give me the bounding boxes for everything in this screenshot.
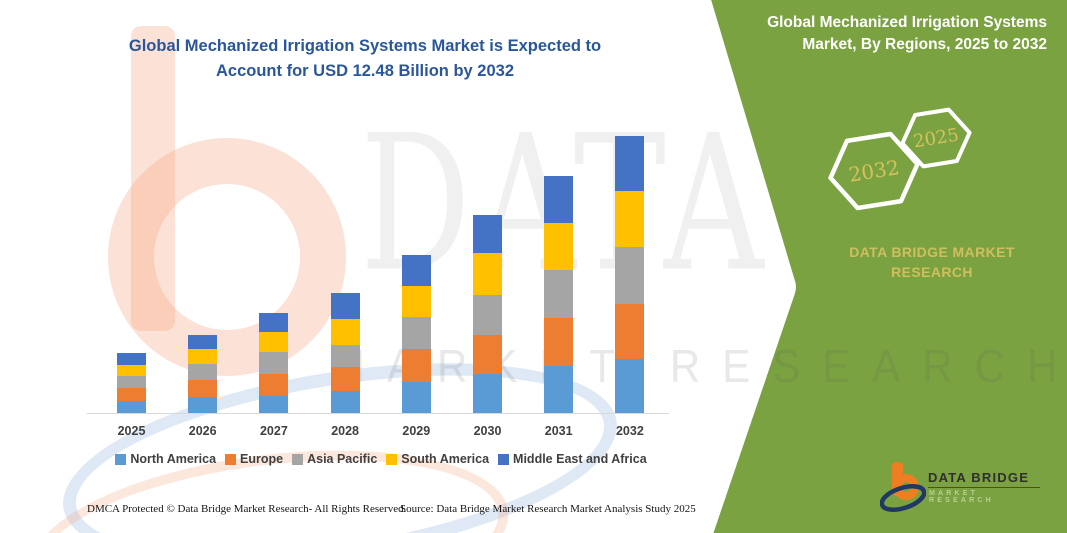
logo-wordmark: DATA BRIDGE	[928, 470, 1040, 488]
bar-segment-2028-south-america	[330, 318, 360, 345]
bar-segment-2031-north-america	[544, 366, 574, 413]
bar-segment-2027-asia-pacific	[259, 352, 289, 374]
data-bridge-logo: DATA BRIDGE MARKET RESEARCH	[880, 458, 1040, 518]
bar-segment-2025-europe	[117, 387, 146, 402]
hexagon-2032-label: 2032	[847, 155, 901, 187]
bar-segment-2032-south-america	[615, 191, 645, 248]
bar-segment-2026-middle-east-and-africa	[188, 334, 218, 349]
bar-segment-2031-middle-east-and-africa	[544, 175, 574, 223]
x-tick-2032: 2032	[615, 424, 644, 438]
legend-label: Middle East and Africa	[513, 452, 647, 466]
bar-segment-2030-north-america	[473, 373, 502, 413]
legend-label: South America	[401, 452, 490, 466]
legend-swatch-icon	[115, 453, 127, 465]
legend-item-europe: Europe	[225, 452, 283, 466]
bar-segment-2025-asia-pacific	[117, 376, 146, 388]
x-tick-2027: 2027	[259, 424, 288, 438]
legend-swatch-icon	[292, 453, 304, 465]
logo-b-icon	[880, 462, 926, 512]
legend-label: Asia Pacific	[307, 452, 378, 466]
chart-title-line1: Global Mechanized Irrigation Systems Mar…	[128, 37, 602, 55]
bar-segment-2029-middle-east-and-africa	[401, 255, 431, 287]
source-note: Source: Data Bridge Market Research Mark…	[400, 503, 696, 515]
stacked-bar-chart: 2025 2026 2027 2028 2029 2030 2031 2032 North A…	[85, 118, 675, 466]
hexagon-2032: 2032	[828, 131, 920, 211]
bar-segment-2025-south-america	[117, 365, 146, 377]
hexagon-2025: 2025	[900, 107, 972, 169]
bar-segment-2031-asia-pacific	[544, 270, 574, 319]
bar-segment-2032-north-america	[615, 358, 645, 413]
bar-segment-2029-north-america	[401, 382, 431, 413]
bar-segment-2027-europe	[259, 373, 289, 396]
dmca-notice: DMCA Protected © Data Bridge Market Rese…	[87, 503, 407, 515]
bar-segment-2030-europe	[473, 335, 502, 374]
year-hexagons: 2025 2032	[828, 107, 972, 211]
bar-segment-2027-south-america	[259, 332, 289, 353]
legend-swatch-icon	[498, 453, 510, 465]
legend-label: North America	[130, 452, 217, 466]
brand-line1: DATA BRIDGE MARKET	[849, 244, 1015, 260]
legend-item-south-america: South America	[386, 452, 489, 466]
bar-segment-2026-south-america	[188, 348, 218, 365]
chart-legend: North America Europe Asia Pacific South Ame…	[85, 452, 677, 466]
bar-segment-2031-south-america	[544, 222, 574, 271]
bar-segment-2025-middle-east-and-africa	[117, 353, 146, 366]
x-axis-line	[87, 413, 669, 414]
legend-item-north-america: North America	[115, 452, 216, 466]
legend-label: Europe	[240, 452, 284, 466]
side-panel-heading: Global Mechanized Irrigation Systems Mar…	[767, 14, 1047, 53]
bar-segment-2030-south-america	[473, 253, 502, 296]
brand-line2: RESEARCH	[891, 264, 973, 281]
bar-segment-2029-asia-pacific	[401, 317, 431, 350]
bar-segment-2030-asia-pacific	[473, 295, 502, 336]
bar-segment-2027-north-america	[259, 395, 289, 413]
bar-segment-2028-north-america	[330, 391, 360, 413]
x-tick-2030: 2030	[473, 424, 502, 438]
side-panel-brand-text: DATA BRIDGE MARKET RESEARCH	[806, 242, 1058, 283]
bar-segment-2032-europe	[615, 304, 645, 359]
bar-segment-2029-south-america	[401, 286, 431, 318]
x-tick-2025: 2025	[117, 424, 146, 438]
bar-segment-2030-middle-east-and-africa	[473, 215, 502, 254]
bar-segment-2026-europe	[188, 379, 218, 398]
bar-segment-2026-asia-pacific	[188, 364, 218, 380]
bar-segment-2028-middle-east-and-africa	[330, 293, 360, 319]
x-tick-2026: 2026	[188, 424, 217, 438]
legend-swatch-icon	[225, 453, 237, 465]
x-tick-2031: 2031	[544, 424, 573, 438]
logo-tagline: MARKET RESEARCH	[929, 490, 994, 504]
legend-item-middle-east-and-africa: Middle East and Africa	[498, 452, 647, 466]
bar-segment-2032-middle-east-and-africa	[615, 136, 645, 192]
legend-item-asia-pacific: Asia Pacific	[292, 452, 377, 466]
chart-title-line2: Account for USD 12.48 Billion by 2032	[216, 61, 514, 80]
bar-segment-2028-europe	[330, 366, 360, 392]
x-tick-2028: 2028	[331, 424, 359, 438]
legend-swatch-icon	[386, 453, 398, 465]
bar-segment-2029-europe	[401, 349, 431, 383]
bar-segment-2025-north-america	[117, 401, 146, 413]
bar-segment-2027-middle-east-and-africa	[259, 312, 289, 333]
bar-segment-2026-north-america	[188, 397, 218, 413]
bar-segment-2032-asia-pacific	[615, 247, 645, 305]
chart-title: Global Mechanized Irrigation Systems Mar…	[90, 34, 640, 84]
bar-segment-2028-asia-pacific	[330, 344, 360, 367]
bar-segment-2031-europe	[544, 318, 574, 367]
hexagon-2025-label: 2025	[912, 125, 961, 153]
x-tick-2029: 2029	[402, 424, 431, 438]
